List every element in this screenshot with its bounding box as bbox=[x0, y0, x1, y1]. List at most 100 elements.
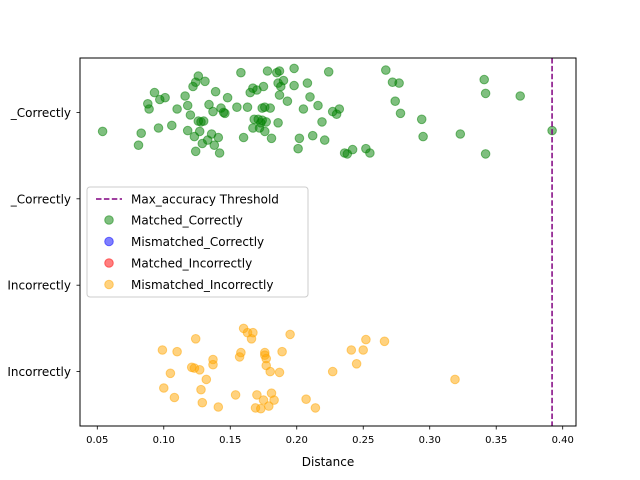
data-point bbox=[149, 87, 160, 98]
data-point bbox=[346, 345, 357, 355]
data-point bbox=[185, 110, 196, 120]
data-point bbox=[97, 126, 108, 137]
data-point bbox=[133, 140, 144, 150]
data-point bbox=[136, 128, 146, 138]
data-point bbox=[230, 390, 241, 400]
data-point bbox=[159, 383, 169, 393]
data-point bbox=[144, 104, 154, 114]
legend-label: Matched_Correctly bbox=[131, 214, 243, 228]
data-point bbox=[418, 131, 428, 142]
x-tick-label: 0.05 bbox=[86, 435, 108, 446]
data-point bbox=[289, 80, 299, 91]
data-point bbox=[232, 102, 242, 112]
legend-frame bbox=[86, 186, 309, 298]
data-point bbox=[190, 334, 201, 344]
data-point bbox=[450, 374, 460, 385]
data-point bbox=[236, 67, 246, 78]
data-point bbox=[479, 74, 490, 85]
data-point bbox=[301, 394, 311, 405]
legend-marker bbox=[104, 258, 114, 268]
x-tick-label: 0.20 bbox=[286, 435, 308, 446]
data-point bbox=[157, 345, 168, 355]
data-point bbox=[260, 126, 270, 137]
data-point bbox=[190, 146, 201, 157]
plot-frame bbox=[79, 57, 577, 427]
data-point bbox=[201, 374, 212, 385]
x-tick-label: 0.40 bbox=[552, 435, 574, 446]
data-point bbox=[262, 66, 273, 76]
data-point bbox=[238, 132, 249, 143]
data-point bbox=[209, 140, 220, 150]
legend-label: Matched_Incorrectly bbox=[131, 257, 252, 271]
data-point bbox=[313, 100, 323, 111]
data-point bbox=[180, 91, 190, 101]
data-point bbox=[266, 133, 277, 144]
data-point bbox=[327, 366, 338, 377]
data-point bbox=[395, 108, 406, 119]
data-point bbox=[204, 99, 214, 110]
data-point bbox=[298, 104, 309, 114]
data-point bbox=[242, 102, 253, 112]
data-point bbox=[182, 100, 193, 111]
data-point bbox=[261, 117, 272, 127]
data-point bbox=[358, 345, 369, 355]
data-point bbox=[160, 92, 170, 103]
data-point bbox=[319, 135, 330, 145]
data-point bbox=[198, 116, 209, 126]
data-point bbox=[323, 67, 334, 77]
data-point bbox=[214, 148, 225, 158]
data-point bbox=[379, 336, 390, 347]
data-point bbox=[294, 133, 305, 144]
data-point bbox=[302, 78, 313, 88]
data-point bbox=[347, 144, 358, 155]
data-point bbox=[258, 395, 269, 405]
data-point bbox=[480, 149, 491, 159]
x-axis: 0.05 0.10 0.15 0.20 0.25 0.30 0.35 0.40 bbox=[86, 426, 574, 446]
data-point bbox=[165, 368, 176, 379]
data-point bbox=[416, 114, 427, 125]
y-axis: Incorrectly Incorrectly _Correctly _Correct… bbox=[7, 106, 80, 379]
data-point bbox=[265, 103, 276, 113]
data-point bbox=[182, 125, 193, 136]
data-point bbox=[264, 401, 274, 411]
data-point bbox=[252, 390, 262, 400]
y-tick-label: _Correctly bbox=[10, 106, 71, 120]
x-axis-label: Distance bbox=[302, 455, 354, 469]
x-tick-label: 0.15 bbox=[219, 435, 241, 446]
data-point bbox=[289, 63, 299, 74]
data-point bbox=[273, 118, 283, 128]
data-point bbox=[480, 88, 491, 99]
data-point bbox=[220, 108, 230, 119]
data-point bbox=[269, 395, 279, 405]
data-point bbox=[172, 346, 182, 357]
data-point bbox=[455, 129, 466, 139]
data-point bbox=[200, 76, 210, 87]
data-point bbox=[236, 347, 246, 358]
x-tick-label: 0.10 bbox=[153, 435, 175, 446]
data-point bbox=[194, 126, 205, 137]
x-tick-label: 0.30 bbox=[419, 435, 441, 446]
data-point bbox=[274, 367, 285, 378]
data-point bbox=[307, 130, 318, 141]
data-point bbox=[334, 104, 345, 114]
data-point bbox=[153, 123, 164, 133]
data-point bbox=[196, 384, 206, 395]
data-point bbox=[258, 81, 269, 92]
data-point bbox=[256, 403, 266, 414]
data-point bbox=[351, 359, 362, 369]
data-point bbox=[515, 91, 526, 101]
data-point bbox=[293, 143, 303, 154]
x-tick-label: 0.25 bbox=[352, 435, 374, 446]
data-point bbox=[193, 71, 204, 81]
data-point bbox=[208, 359, 218, 370]
data-point bbox=[394, 78, 404, 88]
data-point bbox=[210, 86, 221, 97]
data-point bbox=[274, 90, 285, 100]
data-point bbox=[274, 66, 285, 76]
data-point bbox=[305, 92, 315, 102]
data-point bbox=[381, 65, 391, 75]
data-point bbox=[365, 148, 375, 158]
data-point bbox=[285, 329, 295, 340]
x-tick-label: 0.35 bbox=[485, 435, 507, 446]
